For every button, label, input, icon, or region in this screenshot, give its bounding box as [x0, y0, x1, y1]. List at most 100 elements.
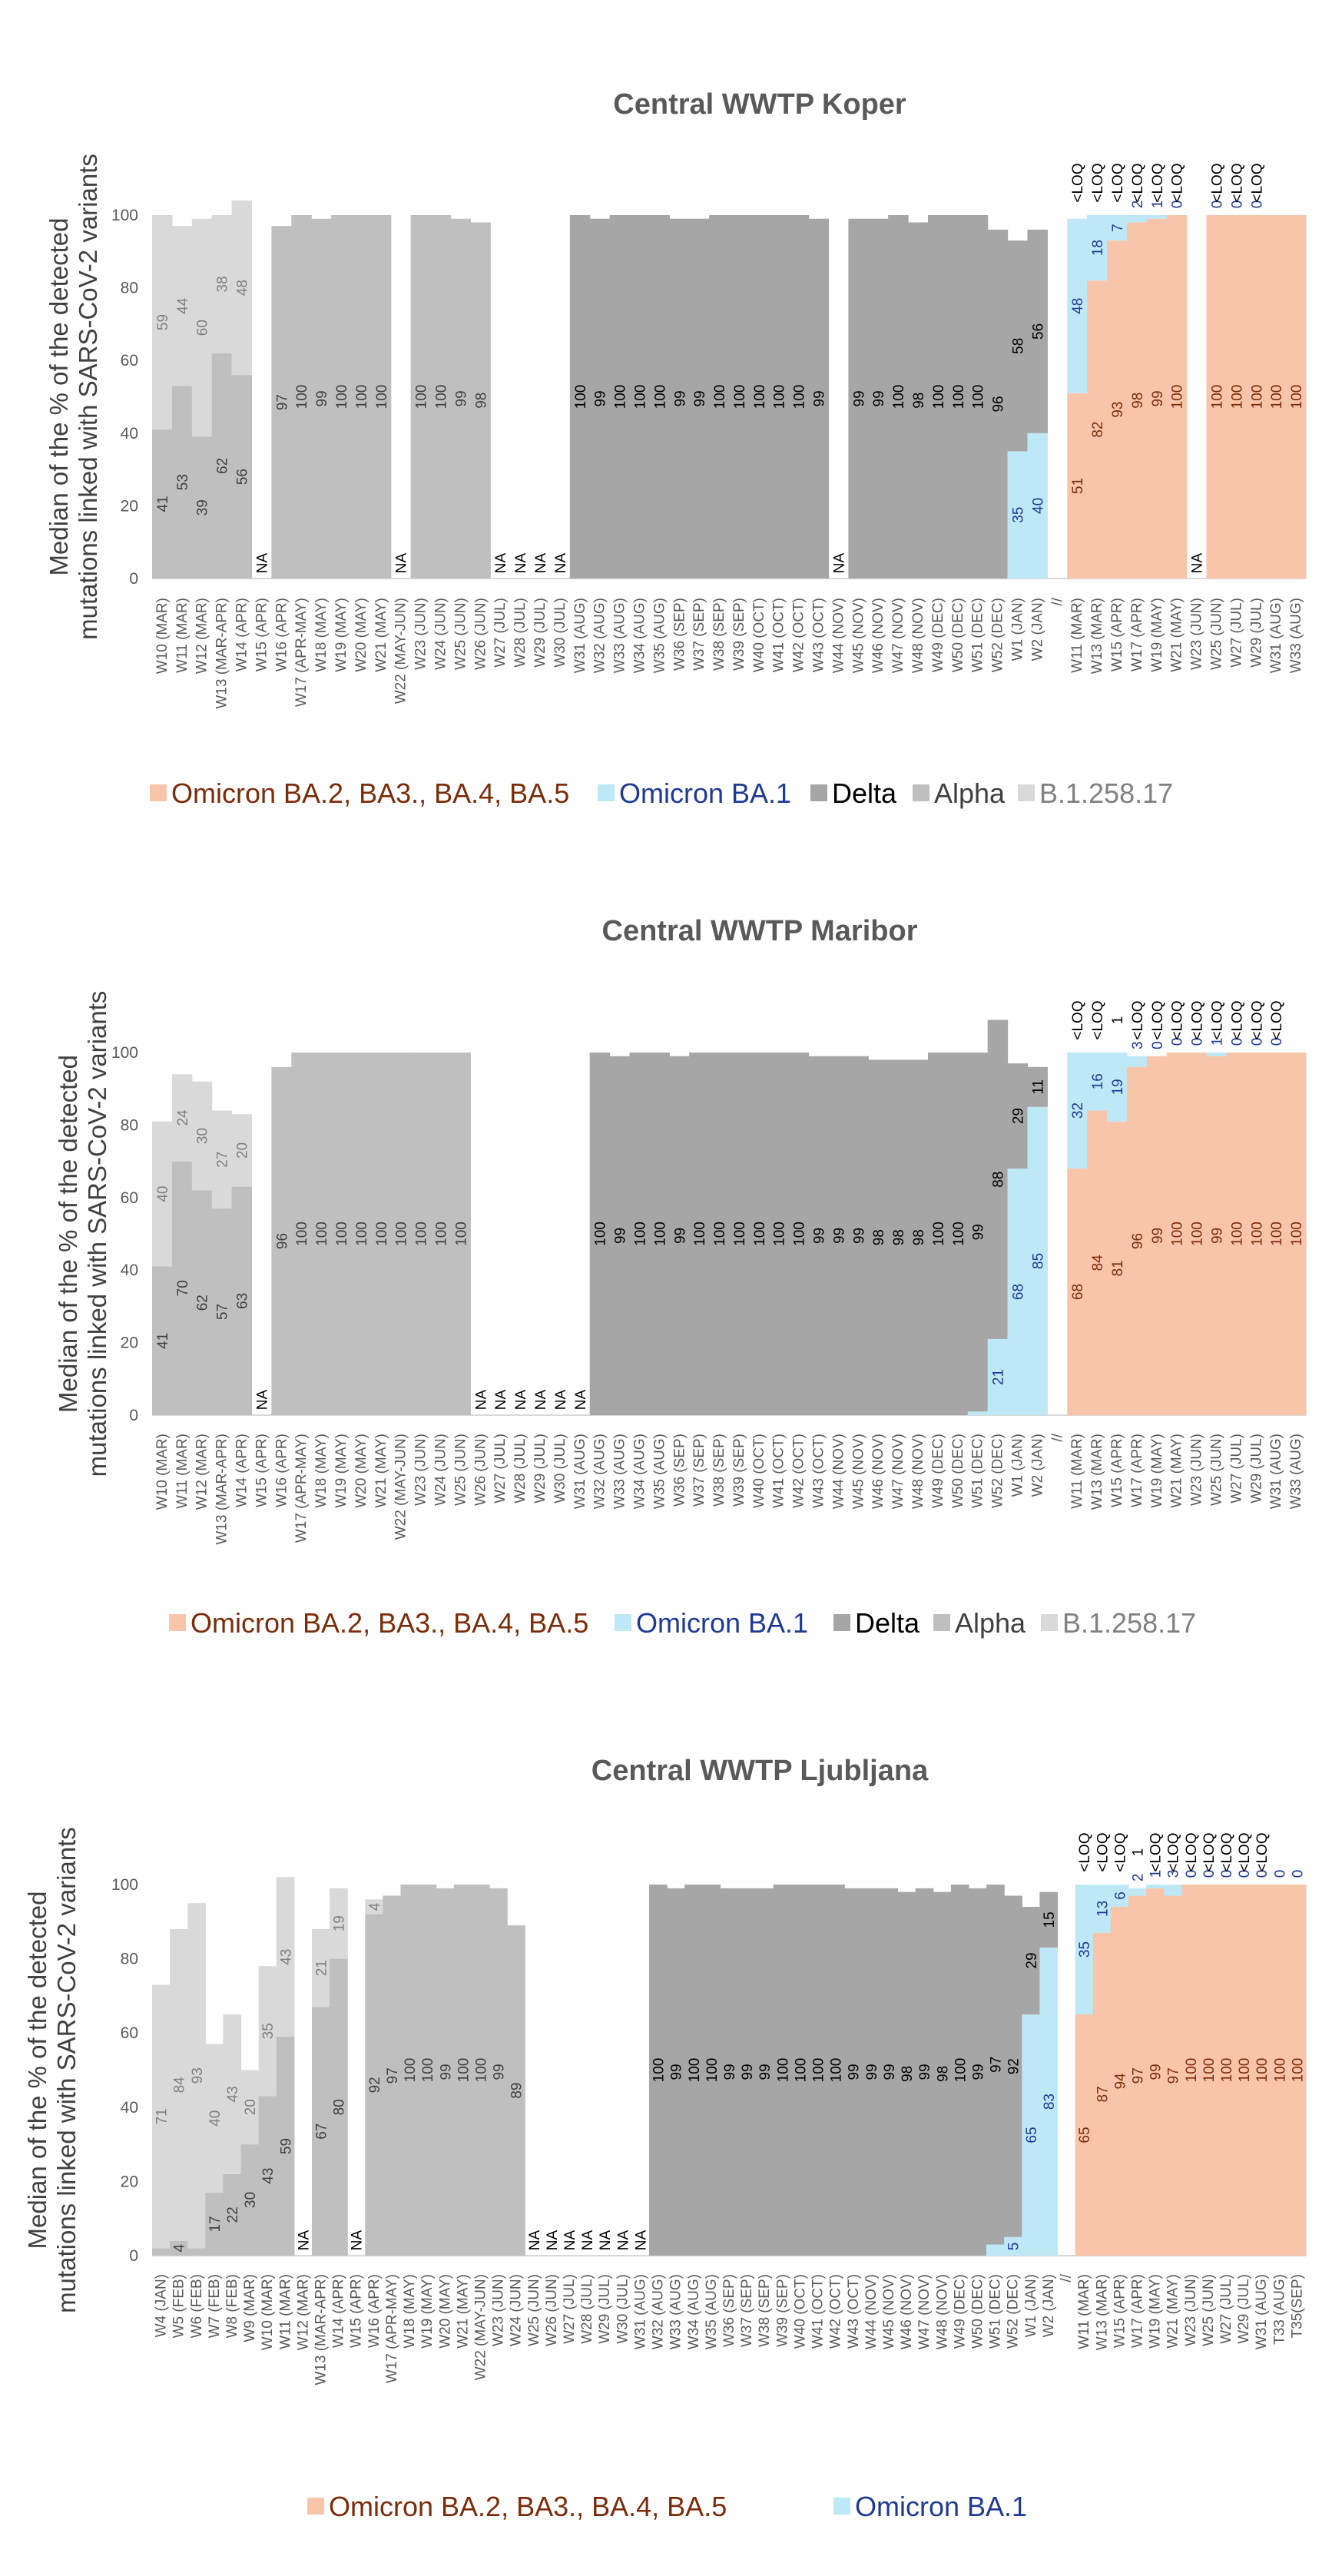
x-tick-label: W17 (APR-MAY)	[293, 1434, 310, 1543]
x-tick-label: //	[1049, 1433, 1065, 1441]
data-label: 27	[215, 1152, 231, 1168]
data-label: 100	[1269, 385, 1285, 409]
x-tick-label: W40 (OCT)	[792, 2274, 808, 2349]
y-tick-label: 40	[121, 1261, 138, 1279]
bar-segment-delta	[848, 218, 869, 579]
bar-segment-alpha	[365, 1914, 383, 2256]
data-label: 100	[652, 385, 668, 409]
bar-group: 51 48 <LOQ	[1067, 163, 1088, 579]
bar-segment-omicron1	[1146, 215, 1168, 219]
data-label: 99	[831, 1228, 847, 1244]
data-label: 99	[692, 390, 708, 406]
bar-segment-alpha	[191, 1190, 213, 1415]
data-label: 22	[225, 2206, 241, 2223]
bar-segment-alpha	[489, 1888, 508, 2256]
bar-segment-alpha	[350, 215, 372, 579]
x-tick-label: W16 (APR)	[366, 2274, 383, 2348]
bar-segment-delta	[702, 1885, 721, 2256]
bar-segment-omicron1	[1092, 1885, 1112, 1933]
top-label: <LOQ	[1249, 1000, 1265, 1039]
bar-segment-omicron1	[1164, 1885, 1182, 1896]
data-label: 39	[195, 499, 211, 516]
bar-segment-alpha	[453, 1885, 472, 2256]
legend-swatch	[933, 1614, 950, 1631]
na-label: NA	[580, 2230, 596, 2250]
bar-segment-alpha	[430, 215, 452, 579]
data-label: 99	[851, 1228, 867, 1244]
na-label: NA	[573, 1389, 589, 1410]
bar-segment-alpha	[400, 1885, 419, 2256]
data-label: 32	[1070, 1102, 1086, 1119]
top-label: <LOQ	[1090, 163, 1106, 202]
data-label: 99	[1150, 390, 1166, 406]
legend-label: Omicron BA.2, BA3., BA.4, BA.5	[329, 2491, 727, 2522]
data-label: 68	[1070, 1284, 1086, 1300]
y-tick-label: 80	[121, 1116, 138, 1134]
bar-segment-alpha	[383, 1895, 402, 2256]
bar-group: 41 40	[152, 1121, 173, 1415]
x-tick-label: W24 (JUN)	[433, 598, 449, 670]
bar-segment-b1258	[152, 215, 173, 430]
x-tick-label: W30 (JUL)	[552, 1434, 568, 1503]
data-label: 35	[1077, 1941, 1093, 1958]
bar-segment-alpha	[223, 2173, 242, 2256]
bar-group: 100	[370, 1053, 392, 1415]
data-label: 100	[434, 1222, 450, 1246]
data-label: 60	[195, 320, 211, 336]
top-label: <LOQ	[1095, 1832, 1111, 1871]
bar-segment-omicron2	[1166, 1053, 1188, 1415]
x-tick-label: W47 (NOV)	[890, 1434, 906, 1509]
x-tick-label: W14 (APR)	[331, 2274, 347, 2348]
bar-segment-b1258	[258, 1966, 277, 2097]
bar-segment-omicron2	[1107, 240, 1128, 579]
bar-group: 97	[383, 1895, 402, 2256]
bar-segment-b1258	[171, 1074, 193, 1162]
x-tick-label: W21 (MAY)	[373, 1434, 389, 1508]
x-tick-label: W21 (MAY)	[1165, 2274, 1181, 2349]
bar-group: NA	[553, 552, 569, 573]
bar-segment-delta	[748, 1053, 770, 1415]
top-label: 1	[1130, 1848, 1146, 1857]
bar-segment-omicron1	[1007, 451, 1029, 579]
data-label: 94	[1112, 2073, 1128, 2090]
bar-segment-delta	[947, 1053, 969, 1415]
top-label: <LOQ	[1090, 1000, 1106, 1039]
x-tick-label: W27 (JUL)	[562, 2274, 578, 2344]
bar-segment-delta	[589, 1053, 611, 1415]
x-tick-label: W44 (NOV)	[863, 2274, 880, 2349]
x-tick-label: W1 (JAN)	[1023, 2274, 1039, 2337]
bar-segment-b1258	[191, 1081, 213, 1191]
bar-segment-omicron2	[1286, 215, 1307, 579]
bar-group: 99	[669, 218, 690, 579]
x-tick-label: W38 (SEP)	[711, 1434, 727, 1507]
top-label: <LOQ	[1170, 163, 1186, 202]
bar-segment-alpha	[240, 2144, 260, 2256]
bar-group: 100	[684, 1885, 703, 2256]
data-label: 80	[332, 2099, 348, 2115]
bar-segment-omicron2	[1075, 2014, 1094, 2256]
data-label: 24	[175, 1109, 191, 1126]
bar-segment-delta	[880, 1888, 899, 2256]
data-label: 13	[1095, 1901, 1111, 1917]
data-label: 100	[712, 1222, 728, 1246]
x-tick-label: W37 (SEP)	[691, 598, 707, 671]
chart-panel-maribor: Central WWTP Maribor Median of the % of t…	[0, 845, 1342, 1698]
bar-segment-delta	[649, 1053, 670, 1415]
bar-segment-omicron2	[1186, 1053, 1208, 1415]
bar-group: 100	[331, 215, 352, 579]
data-label: 0	[1150, 1041, 1166, 1049]
bar-segment-delta	[1039, 1891, 1059, 1948]
data-label: 100	[314, 1222, 330, 1246]
bar-group: 43 35	[258, 1966, 277, 2256]
x-tick-label: W31 (AUG)	[1268, 1434, 1284, 1509]
bar-segment-omicron2	[1126, 222, 1148, 579]
bar-segment-alpha	[410, 1053, 432, 1415]
x-tick-label: W18 (MAY)	[402, 2274, 418, 2349]
data-label: 0	[1201, 1870, 1218, 1878]
x-tick-label: W19 (MAY)	[1148, 2274, 1164, 2349]
data-label: 98	[911, 1229, 927, 1245]
bar-segment-alpha	[191, 436, 213, 579]
y-axis-label: Median of the % of the detected	[23, 1891, 51, 2249]
y-tick-label: 20	[121, 497, 138, 515]
y-tick-label: 20	[121, 1334, 138, 1352]
